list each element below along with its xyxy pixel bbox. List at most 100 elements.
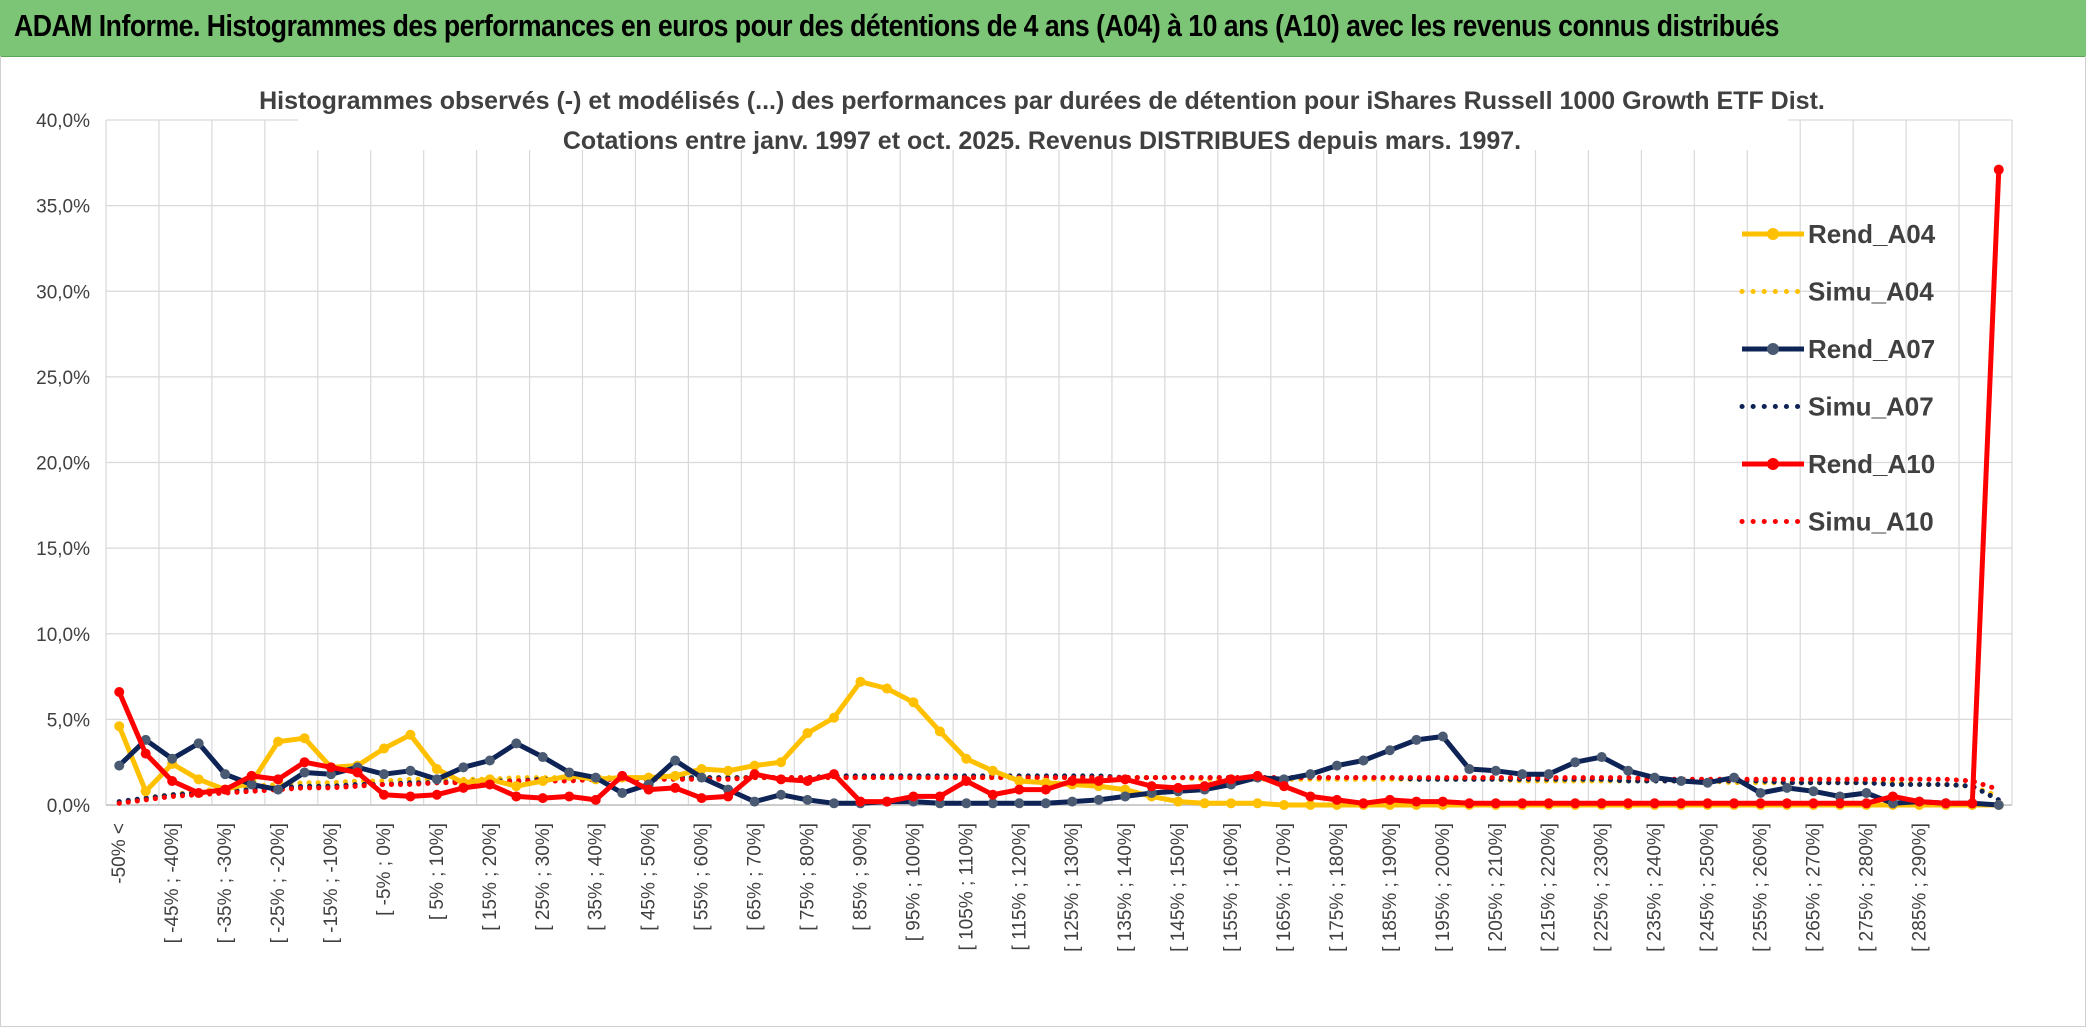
x-tick-label: [ 85% ; 90%] [850, 823, 871, 931]
rend-a10-point [273, 774, 284, 785]
rend-a04-point [193, 774, 204, 785]
rend-a10-point [802, 776, 813, 787]
rend-a10-point [855, 796, 866, 807]
rend-a07-point [1623, 765, 1634, 776]
rend-a10-point [1490, 798, 1501, 809]
rend-a07-point [617, 788, 628, 799]
x-tick-label: [ 45% ; 50%] [639, 823, 660, 931]
legend-marker-rend-a07 [1767, 343, 1779, 355]
rend-a07-point [1464, 764, 1475, 775]
rend-a10-point [961, 776, 972, 787]
series-layer [114, 164, 2004, 810]
rend-a10-point [431, 789, 442, 800]
rend-a10-point [1993, 164, 2004, 175]
rend-a07-point [1993, 800, 2004, 810]
rend-a10-point [1437, 796, 1448, 807]
rend-a10-point [1676, 798, 1687, 809]
rend-a10-point [1173, 782, 1184, 793]
rend-a07-point [484, 755, 495, 766]
rend-a10-point [1358, 798, 1369, 809]
rend-a07-point [590, 772, 601, 783]
rend-a04-point [934, 726, 945, 737]
rend-a07-point [1861, 788, 1872, 799]
rend-a10-point [643, 784, 654, 795]
rend-a10-point [1464, 798, 1475, 809]
x-tick-label: [ 245% ; 250%] [1698, 823, 1719, 952]
rend-a07-point [1384, 745, 1395, 756]
rend-a10-point [1887, 791, 1898, 802]
rend-a10-point [1834, 798, 1845, 809]
legend-label-simu-a10: Simu_A10 [1808, 507, 1934, 537]
rend-a10-point [511, 791, 522, 802]
x-tick-label: [ 175% ; 180%] [1327, 823, 1348, 952]
rend-a04-point [749, 760, 760, 771]
rend-a10-point [246, 770, 257, 781]
x-tick-label: [ 155% ; 160%] [1221, 823, 1242, 952]
rend-a07-point [1014, 798, 1025, 809]
rend-a10-point [776, 774, 787, 785]
rend-a04-point [908, 697, 919, 708]
rend-a10-point [1596, 798, 1607, 809]
axis-layer: 0,0% 5,0% 10,0% 15,0% 20,0% 25,0% 30,0% 35,0% 40… [36, 111, 2012, 952]
y-tick-label: 35,0% [36, 197, 90, 218]
rend-a07-point [1067, 796, 1078, 807]
rend-a10-point [193, 788, 204, 799]
legend-label-rend-a10: Rend_A10 [1808, 449, 1935, 479]
rend-a10-point [987, 789, 998, 800]
x-tick-label: [ -5% ; 0%] [374, 823, 395, 916]
rend-a07-point [828, 798, 839, 809]
rend-a10-point [114, 686, 125, 697]
rend-a10-point [1623, 798, 1634, 809]
y-tick-label: 20,0% [36, 454, 90, 475]
rend-a04-point [1305, 800, 1316, 810]
rend-a04-point [961, 753, 972, 764]
x-tick-label: [ 25% ; 30%] [533, 823, 554, 931]
x-tick-label: [ 135% ; 140%] [1115, 823, 1136, 952]
rend-a10-point [696, 793, 707, 804]
rend-a07-point [564, 767, 575, 778]
grid-layer [105, 119, 2013, 806]
rend-a07-point [1411, 734, 1422, 745]
rend-a07-point [1358, 755, 1369, 766]
rend-a07-point [1543, 769, 1554, 780]
rend-a07-point [1279, 774, 1290, 785]
x-tick-label: [ 95% ; 100%] [903, 823, 924, 941]
rend-a04-point [670, 770, 681, 781]
x-tick-label: [ 55% ; 60%] [692, 823, 713, 931]
x-tick-label: [ 15% ; 20%] [480, 823, 501, 931]
rend-a04-point [1120, 784, 1131, 795]
rend-a07-point [405, 765, 416, 776]
rend-a07-point [987, 798, 998, 809]
rend-a10-point [617, 770, 628, 781]
rend-a07-point [1649, 772, 1660, 783]
rend-a07-point [273, 784, 284, 795]
rend-a10-point [590, 794, 601, 805]
rend-a07-point [1702, 777, 1713, 788]
legend-marker-rend-a04 [1767, 228, 1779, 240]
x-tick-label: [ 185% ; 190%] [1380, 823, 1401, 952]
y-tick-label: 0,0% [47, 796, 90, 817]
rend-a10-point [1411, 796, 1422, 807]
rend-a10-point [352, 767, 363, 778]
x-tick-label: [ 235% ; 240%] [1645, 823, 1666, 952]
rend-a10-point [1040, 784, 1051, 795]
x-tick-label: [ -45% ; -40%] [162, 823, 183, 943]
rend-a07-point [1040, 798, 1051, 809]
banner-title: ADAM Informe. Histogrammes des performan… [14, 8, 1779, 43]
rend-a04-point [776, 757, 787, 768]
rend-a04-point [511, 781, 522, 792]
rend-a04-point [1199, 798, 1210, 809]
rend-a10-point [1808, 798, 1819, 809]
y-tick-label: 10,0% [36, 625, 90, 646]
rend-a10-point [1702, 798, 1713, 809]
rend-a04-point [1173, 796, 1184, 807]
rend-a04-point [1279, 800, 1290, 810]
x-tick-label: [ 255% ; 260%] [1751, 823, 1772, 952]
rend-a10-point [1093, 776, 1104, 787]
x-tick-label: [ -15% ; -10%] [321, 823, 342, 943]
rend-a07-point [326, 769, 337, 780]
rend-a07-point [776, 789, 787, 800]
rend-a10-point [220, 784, 231, 795]
rend-a10-point [1781, 798, 1792, 809]
x-tick-label: [ 5% ; 10%] [427, 823, 448, 920]
